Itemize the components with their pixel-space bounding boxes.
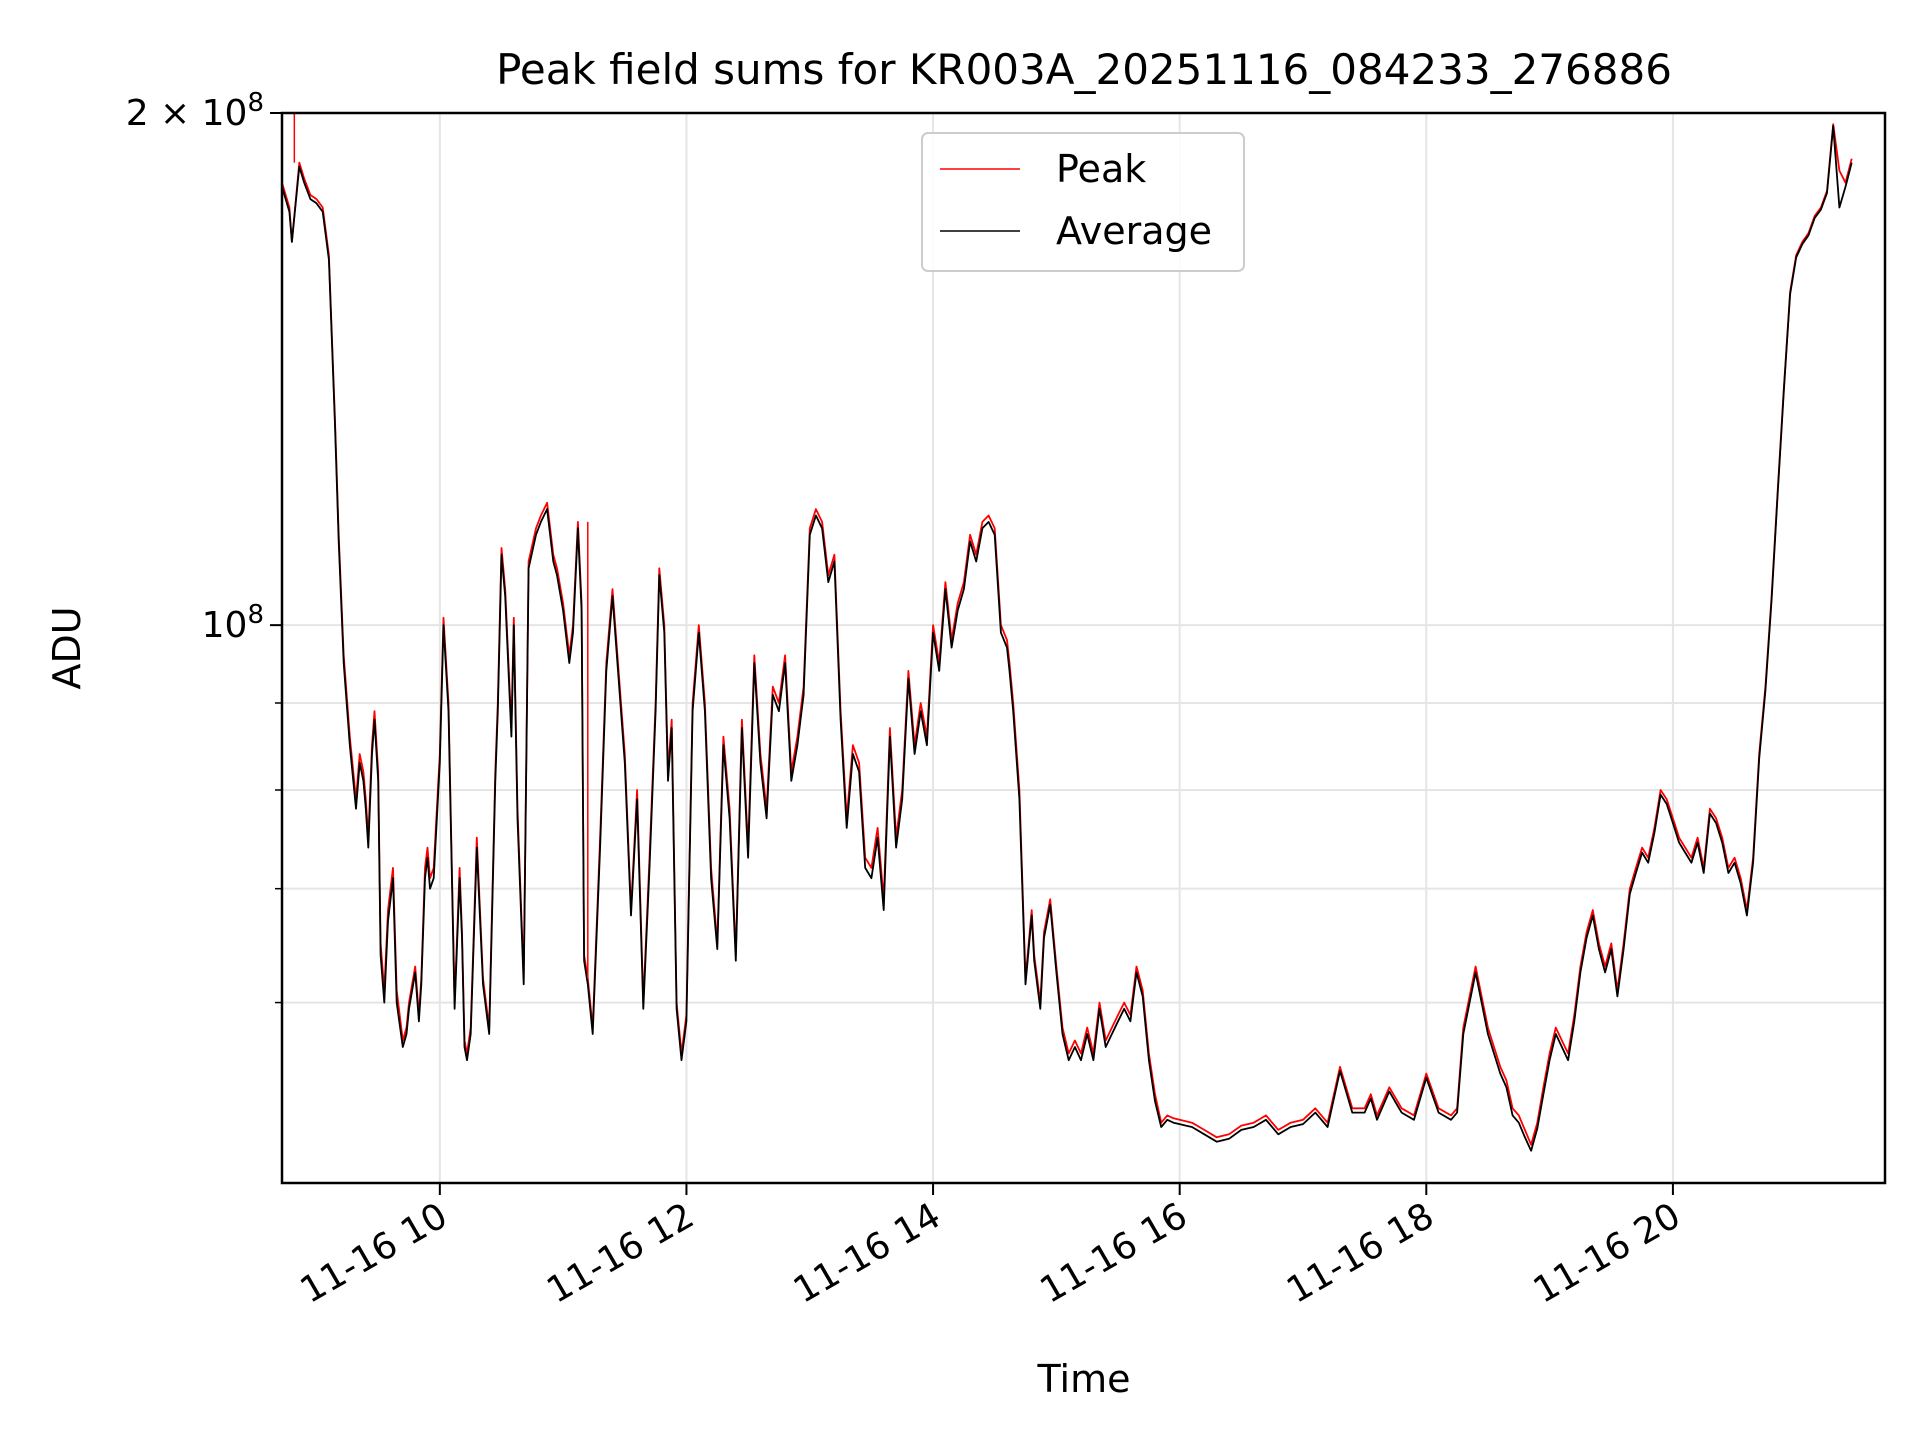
legend-label-peak: Peak bbox=[1056, 147, 1146, 191]
series-line-average bbox=[281, 125, 1853, 1152]
legend-label-average: Average bbox=[1056, 209, 1212, 253]
x-axis-label: Time bbox=[1037, 1357, 1131, 1401]
legend: Peak Average bbox=[921, 132, 1245, 272]
chart-title: Peak field sums for KR003A_20251116_0842… bbox=[496, 45, 1672, 94]
y-axis-label: ADU bbox=[45, 606, 89, 689]
plot-frame bbox=[280, 111, 1887, 1185]
y-tick-label: 2 × 108 bbox=[126, 88, 264, 134]
series-layer bbox=[281, 113, 1853, 1152]
legend-box bbox=[921, 132, 1245, 272]
